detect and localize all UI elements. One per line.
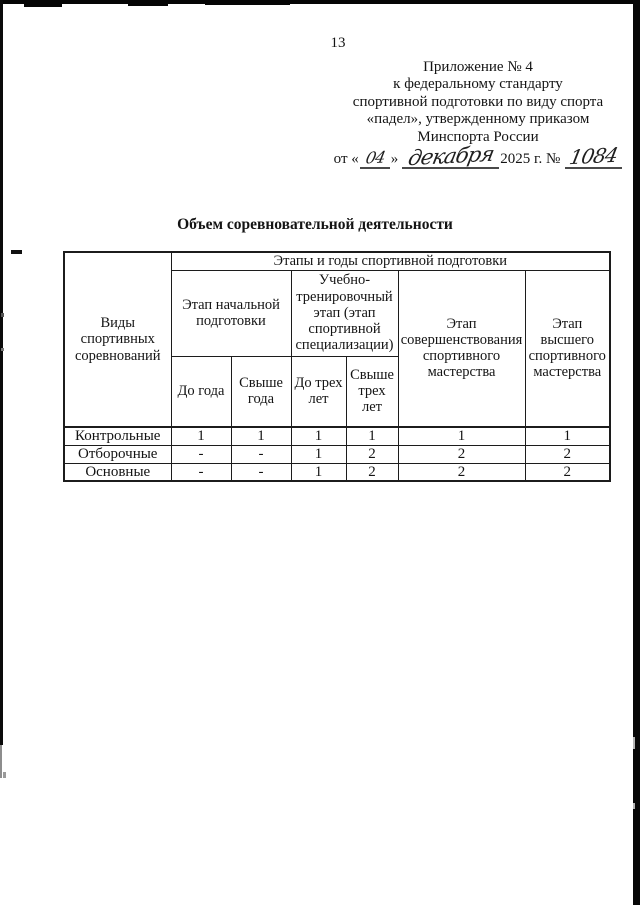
competition-volume-table: Виды спортивных соревнований Этапы и год… (63, 251, 612, 482)
appendix-line: спортивной подготовки по виду спорта (352, 93, 604, 110)
date-number-underline: 1084 (565, 142, 623, 170)
data-cell: 1 (397, 426, 526, 446)
date-middle: 2025 г. № (500, 151, 561, 168)
data-cell: 1 (290, 426, 347, 446)
handwritten-month: декабря (405, 141, 496, 171)
table-row: Основные - - 1 2 2 2 (63, 462, 611, 482)
date-month-underline: декабря (402, 141, 500, 171)
scan-border-left-fade (0, 745, 2, 778)
data-cell: 1 (345, 426, 399, 446)
table-title: Объем соревновательной деятельности (177, 216, 453, 233)
data-cell: - (170, 444, 232, 464)
scan-border-top-blob (128, 0, 168, 6)
row-label-cell: Контрольные (63, 426, 172, 446)
data-cell: 2 (524, 444, 611, 464)
table-row: Контрольные 1 1 1 1 1 1 (63, 426, 611, 446)
scan-artifact-dash (11, 250, 22, 254)
appendix-line: к федеральному стандарту (393, 76, 563, 93)
scan-border-notch (633, 803, 635, 809)
header-cell-kinds: Виды спортивных соревнований (63, 251, 172, 428)
row-label-cell: Отборочные (63, 444, 172, 464)
scan-border-left (0, 0, 3, 745)
scan-border-right (633, 0, 640, 905)
appendix-line: Приложение № 4 (423, 59, 533, 75)
scan-border-notch (633, 737, 635, 749)
data-cell: 2 (397, 444, 526, 464)
data-cell: - (230, 444, 292, 464)
data-cell: - (230, 462, 292, 482)
header-cell-initial-stage: Этап начальной подготовки (170, 269, 292, 357)
scan-border-top-blob (24, 0, 62, 7)
subheader-cell: До трех лет (290, 355, 347, 428)
row-label-cell: Основные (63, 462, 172, 482)
subheader-cell: До года (170, 355, 232, 428)
header-cell-stages: Этапы и годы спортивной подготовки (170, 251, 611, 271)
appendix-header: Приложение № 4 к федеральному стандарту … (330, 59, 626, 171)
data-cell: 1 (230, 426, 292, 446)
scan-artifact-speck (1, 348, 4, 351)
appendix-line: Минспорта России (417, 128, 539, 145)
header-cell-training-stage: Учебно-тренировочный этап (этап спортивн… (290, 269, 399, 357)
data-cell: 2 (397, 462, 526, 482)
table-row: Отборочные - - 1 2 2 2 (63, 444, 611, 464)
data-cell: 2 (345, 462, 399, 482)
data-cell: 1 (290, 462, 347, 482)
approval-date-line: от «04» декабря 2025 г. № 1084 (330, 141, 626, 171)
date-close-quote: » (390, 151, 399, 168)
scan-artifact-speck (1, 313, 4, 317)
scan-border-top (0, 0, 640, 4)
date-prefix: от « (333, 151, 359, 168)
handwritten-number: 1084 (567, 142, 620, 170)
data-cell: 1 (524, 426, 611, 446)
subheader-cell: Свыше трех лет (345, 355, 399, 428)
data-cell: 1 (170, 426, 232, 446)
subheader-cell: Свыше года (230, 355, 292, 428)
data-cell: - (170, 462, 232, 482)
data-cell: 2 (524, 462, 611, 482)
header-cell-improvement-stage: Этап совершенствования спортивного масте… (397, 269, 526, 428)
date-day-underline: 04 (359, 147, 390, 170)
scan-artifact-speck (3, 772, 6, 778)
data-cell: 1 (290, 444, 347, 464)
scan-border-top-blob (205, 0, 290, 5)
appendix-line: «падел», утвержденному приказом (366, 111, 590, 128)
data-cell: 2 (345, 444, 399, 464)
page-number: 13 (330, 35, 346, 51)
header-cell-higher-stage: Этап высшего спортивного мастерства (524, 269, 611, 428)
handwritten-day: 04 (363, 147, 387, 168)
